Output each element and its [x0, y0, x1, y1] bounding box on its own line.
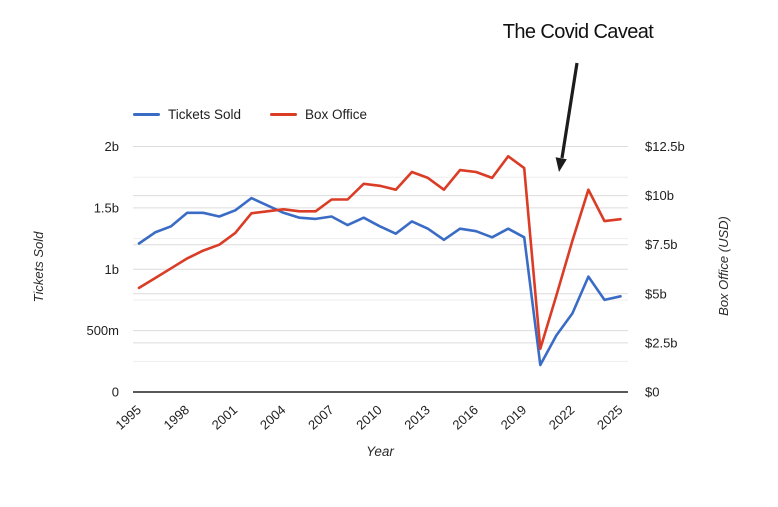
x-tick-label: 2013: [401, 402, 433, 432]
y-right-tick-label: $5b: [645, 286, 667, 301]
y-left-tick-label: 0: [112, 385, 119, 400]
x-tick-label: 2001: [209, 402, 241, 432]
legend-label: Tickets Sold: [168, 107, 242, 122]
y-left-tick-label: 1.5b: [94, 200, 119, 215]
x-tick-label: 2025: [594, 402, 626, 432]
x-axis-title: Year: [366, 444, 394, 459]
y-right-tick-label: $10b: [645, 188, 674, 203]
legend-label: Box Office: [305, 107, 368, 122]
y-right-tick-label: $2.5b: [645, 335, 678, 350]
x-tick-label: 1995: [112, 402, 144, 432]
x-tick-label: 2022: [546, 402, 578, 432]
arrow-shaft: [560, 62, 579, 159]
x-tick-label: 2004: [257, 402, 289, 432]
x-tick-label: 2019: [498, 402, 530, 432]
chart-title: The Covid Caveat: [502, 21, 654, 43]
y-right-tick-label: $12.5b: [645, 139, 685, 154]
y-left-tick-label: 1b: [105, 262, 119, 277]
x-tick-label: 2010: [353, 402, 385, 432]
y-axis-title-right: Box Office (USD): [716, 216, 731, 316]
legend-item-box-office: Box Office: [270, 107, 367, 122]
series-line-box-office: [137, 155, 622, 351]
legend-item-tickets-sold: Tickets Sold: [133, 107, 241, 122]
arrow-head-icon: [555, 157, 567, 172]
annotation-arrow: [555, 62, 579, 172]
series-line-tickets-sold: [137, 196, 622, 367]
series-layer: [137, 155, 622, 367]
y-axis-title-left: Tickets Sold: [31, 231, 46, 303]
y-left-tick-label: 2b: [105, 139, 119, 154]
box-office-line-swatch-icon: [270, 113, 297, 116]
y-right-tick-label: $7.5b: [645, 237, 678, 252]
x-tick-label: 2016: [450, 402, 482, 432]
tickets-sold-line-swatch-icon: [133, 113, 160, 116]
gridline-layer: [133, 146, 628, 393]
y-right-tick-label: $0: [645, 385, 659, 400]
y-left-tick-label: 500m: [86, 323, 119, 338]
x-tick-label: 1998: [161, 402, 193, 432]
x-tick-label: 2007: [305, 402, 337, 432]
